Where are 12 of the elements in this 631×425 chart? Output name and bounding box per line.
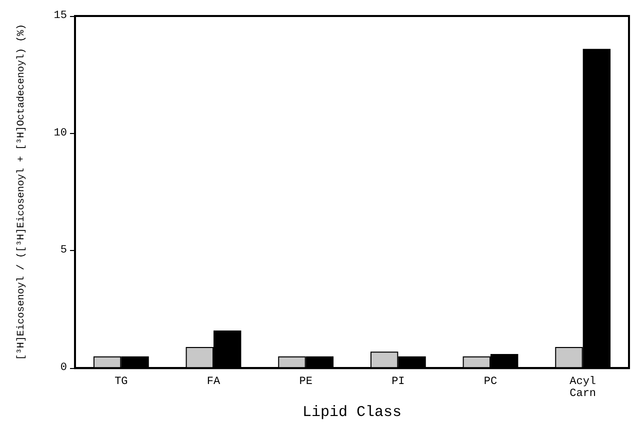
y-tick-label: 5 xyxy=(60,244,67,257)
y-tick-label: 15 xyxy=(54,10,67,22)
x-tick-label: TG xyxy=(114,376,128,388)
y-tick-label: 10 xyxy=(54,127,67,140)
x-tick-label: FA xyxy=(206,376,220,388)
x-tick-label: PI xyxy=(392,376,405,388)
x-tick-label: Acyl Carn xyxy=(570,376,596,400)
y-axis-title: [³H]Eicosenoyl / ([³H]Eicosenoyl + [³H]Octadecenoyl) (%) xyxy=(16,24,28,360)
y-tick-label: 0 xyxy=(60,362,67,374)
x-tick-label: PC xyxy=(484,376,498,388)
x-tick-label: PE xyxy=(299,376,313,388)
x-axis-title: Lipid Class xyxy=(302,404,402,421)
